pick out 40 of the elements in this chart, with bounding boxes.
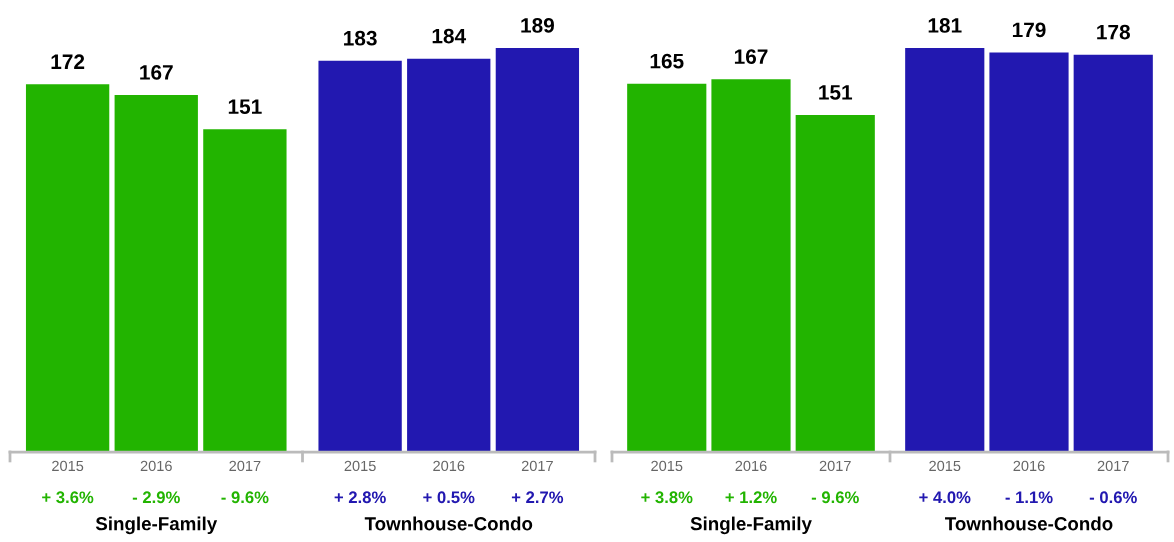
- x-tick-label: 2017: [819, 460, 851, 472]
- text: Townhouse-Condo: [945, 516, 1113, 531]
- text: Single-Family: [95, 516, 218, 535]
- x-tick-label: 2016: [433, 460, 465, 472]
- text: + 1.2%: [725, 491, 777, 504]
- data-label: 167: [734, 49, 768, 65]
- x-tick-label: 2017: [1097, 460, 1129, 472]
- text: + 2.8%: [334, 491, 386, 504]
- data-label: 172: [51, 54, 85, 69]
- text: + 0.5%: [423, 491, 475, 504]
- data-label: 184: [432, 28, 467, 44]
- text: Townhouse-Condo: [364, 516, 533, 531]
- data-label: 189: [521, 18, 554, 33]
- x-tick-label: 2015: [651, 460, 683, 472]
- data-label: 151: [228, 99, 262, 114]
- text: - 9.6%: [811, 491, 859, 504]
- x-tick-label: 2015: [929, 460, 961, 472]
- data-label: 179: [1012, 22, 1046, 38]
- text: - 9.6%: [221, 491, 269, 504]
- data-label: 165: [650, 53, 684, 69]
- data-label: 178: [1097, 24, 1130, 40]
- text: + 4.0%: [919, 491, 971, 504]
- x-tick-label: 2017: [229, 460, 261, 472]
- text: + 3.8%: [641, 491, 693, 504]
- data-label: 181: [928, 18, 962, 33]
- data-label: 183: [344, 30, 377, 46]
- text: - 2.9%: [132, 491, 180, 504]
- data-label: 151: [819, 85, 853, 100]
- x-tick-label: 2015: [344, 460, 376, 472]
- text: - 0.6%: [1089, 491, 1137, 504]
- text: + 2.7%: [511, 491, 564, 504]
- text: - 1.1%: [1005, 491, 1053, 504]
- x-tick-label: 2016: [140, 460, 172, 472]
- x-tick-label: 2016: [1013, 460, 1045, 472]
- x-tick-label: 2016: [735, 460, 767, 472]
- text: + 3.6%: [42, 491, 94, 504]
- text: Single-Family: [690, 516, 812, 535]
- x-tick-label: 2017: [521, 460, 553, 472]
- x-tick-label: 2015: [52, 460, 84, 472]
- data-label: 167: [140, 65, 173, 80]
